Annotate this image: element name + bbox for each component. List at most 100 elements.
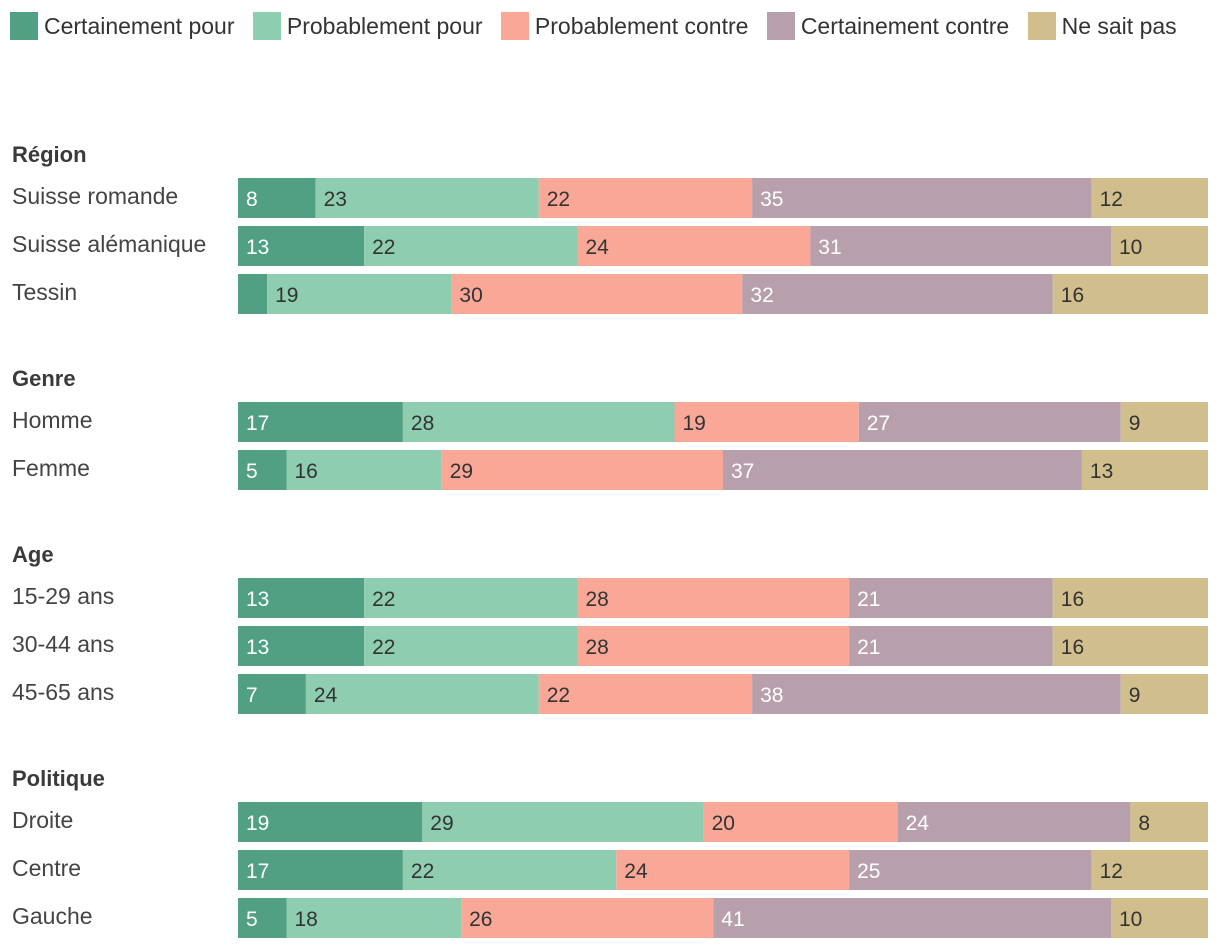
value-label: 12 [1100, 860, 1123, 883]
bar-segment [1120, 674, 1208, 714]
value-label: 19 [275, 284, 298, 307]
bar-segment [674, 402, 859, 442]
bar-segment [238, 802, 423, 842]
bar-segment [238, 898, 287, 938]
value-label: 22 [547, 188, 570, 211]
legend-swatch [766, 12, 795, 40]
bar-segment [1052, 274, 1208, 314]
value-label: 22 [372, 236, 395, 259]
bar-segment [238, 450, 287, 490]
legend: Certainement pour Probablement pour Prob… [10, 8, 1200, 44]
bar-segment [305, 674, 539, 714]
bar-segment [577, 578, 850, 618]
value-label: 16 [1061, 588, 1084, 611]
value-label: 5 [246, 908, 258, 931]
value-label: 17 [246, 860, 269, 883]
value-label: 28 [411, 412, 434, 435]
value-label: 13 [246, 588, 269, 611]
bar-segment [897, 802, 1131, 842]
value-label: 16 [1061, 284, 1084, 307]
bar-segment [1091, 850, 1208, 890]
value-label: 26 [469, 908, 492, 931]
bar-segment [577, 626, 850, 666]
value-label: 22 [547, 684, 570, 707]
bar-segment [810, 226, 1111, 266]
legend-item: Certainement contre [766, 12, 1009, 40]
bar-segment [422, 802, 704, 842]
bar-segment [742, 274, 1053, 314]
value-label: 23 [324, 188, 347, 211]
legend-item: Probablement contre [500, 12, 749, 40]
value-label: 19 [683, 412, 706, 435]
value-label: 27 [867, 412, 890, 435]
value-label: 16 [1061, 636, 1084, 659]
row-label: Droite [12, 807, 73, 833]
value-label: 20 [712, 812, 735, 835]
value-label: 13 [246, 636, 269, 659]
row-label: 15-29 ans [12, 583, 114, 609]
value-label: 10 [1119, 908, 1142, 931]
bar-segment [238, 626, 365, 666]
value-label: 41 [721, 908, 744, 931]
value-label: 21 [857, 636, 880, 659]
bar-segment [1091, 178, 1208, 218]
bar-segment [1111, 226, 1208, 266]
value-label: 9 [1129, 684, 1141, 707]
bar-segment [752, 674, 1121, 714]
row-label: Suisse romande [12, 183, 178, 209]
value-label: 18 [295, 908, 318, 931]
bar-segment [238, 674, 306, 714]
bar-segment [1052, 626, 1208, 666]
bar-segment [238, 578, 365, 618]
legend-label: Certainement pour [44, 13, 235, 39]
row-label: 30-44 ans [12, 631, 114, 657]
value-label: 22 [372, 636, 395, 659]
row-label: Gauche [12, 903, 93, 929]
bar-segment [849, 850, 1092, 890]
bar-segment [1130, 802, 1208, 842]
value-label: 17 [246, 412, 269, 435]
legend-label: Probablement pour [286, 13, 483, 39]
group-title: Genre [12, 366, 76, 391]
value-label: 32 [750, 284, 773, 307]
value-label: 8 [246, 188, 258, 211]
legend-swatch [252, 12, 281, 40]
bar-segment [364, 226, 578, 266]
row-label: Tessin [12, 279, 77, 305]
bar-segment [849, 626, 1053, 666]
value-label: 12 [1100, 188, 1123, 211]
legend-label: Probablement contre [534, 13, 749, 39]
value-label: 22 [411, 860, 434, 883]
value-label: 5 [246, 460, 258, 483]
legend-label: Ne sait pas [1061, 13, 1177, 39]
legend-item: Ne sait pas [1027, 12, 1177, 40]
bar-segment [286, 898, 462, 938]
bar-segment [238, 274, 268, 314]
bar-segment [238, 226, 365, 266]
value-label: 28 [586, 588, 609, 611]
value-label: 10 [1119, 236, 1142, 259]
bar-segment [315, 178, 539, 218]
value-label: 19 [246, 812, 269, 835]
legend-item: Certainement pour [10, 12, 235, 40]
bar-segment [402, 402, 675, 442]
bar-segment [451, 274, 743, 314]
bar-segment [858, 402, 1121, 442]
value-label: 29 [450, 460, 473, 483]
bar-segment [402, 850, 617, 890]
legend-swatch [500, 12, 529, 40]
bar-segment [1111, 898, 1208, 938]
bar-segment [1052, 578, 1208, 618]
bar-segment [364, 626, 578, 666]
value-label: 7 [246, 684, 258, 707]
bar-segment [849, 578, 1053, 618]
bar-segment [538, 674, 753, 714]
bar-segment [1120, 402, 1208, 442]
value-label: 24 [624, 860, 648, 883]
value-label: 9 [1129, 412, 1141, 435]
legend-swatch [10, 12, 38, 40]
value-label: 22 [372, 588, 395, 611]
value-label: 13 [246, 236, 269, 259]
value-label: 37 [731, 460, 754, 483]
